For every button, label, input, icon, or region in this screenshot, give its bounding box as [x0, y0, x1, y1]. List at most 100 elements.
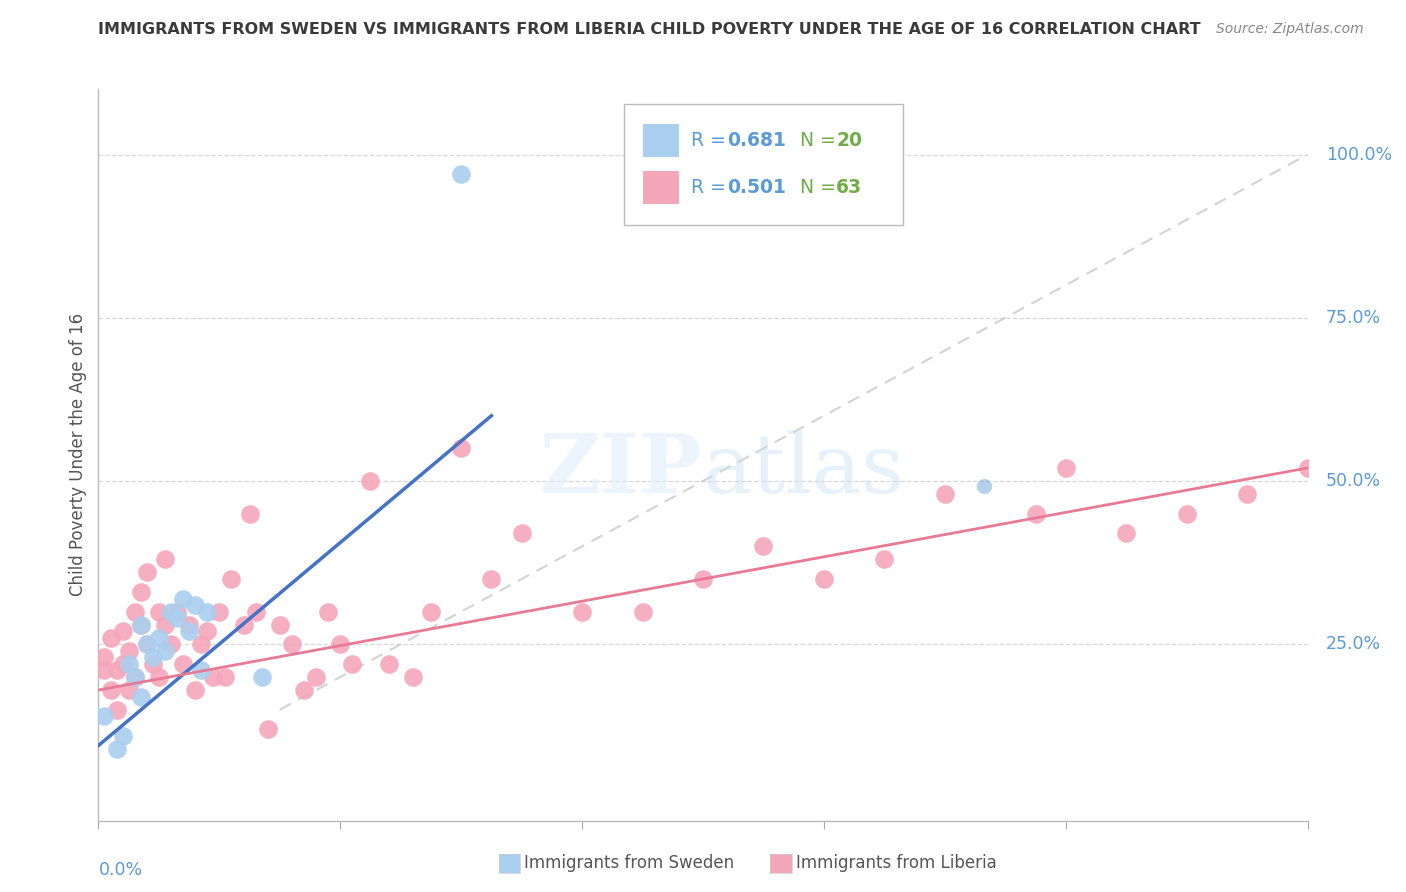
Text: ZIP: ZIP	[540, 430, 703, 509]
Point	[281, 637, 304, 651]
Point	[481, 572, 503, 586]
Point	[934, 487, 956, 501]
Point	[105, 703, 128, 717]
Point	[135, 566, 157, 580]
Text: 50.0%: 50.0%	[1326, 472, 1381, 490]
Text: 0.0%: 0.0%	[98, 861, 142, 879]
Point	[142, 657, 165, 671]
Bar	[643, 124, 679, 157]
Point	[184, 683, 207, 698]
Point	[450, 442, 472, 456]
Point	[402, 670, 425, 684]
Point	[118, 683, 141, 698]
Point	[153, 552, 176, 566]
Point	[166, 611, 188, 625]
Point	[148, 670, 170, 684]
Point	[208, 605, 231, 619]
Text: 20: 20	[837, 131, 862, 150]
Text: IMMIGRANTS FROM SWEDEN VS IMMIGRANTS FROM LIBERIA CHILD POVERTY UNDER THE AGE OF: IMMIGRANTS FROM SWEDEN VS IMMIGRANTS FRO…	[98, 22, 1201, 37]
Text: 0.501: 0.501	[727, 178, 786, 197]
Point	[111, 657, 134, 671]
Point	[1175, 507, 1198, 521]
Point	[124, 670, 146, 684]
Point	[190, 637, 212, 651]
Text: Source: ZipAtlas.com: Source: ZipAtlas.com	[1216, 22, 1364, 37]
Point	[172, 657, 194, 671]
Text: 63: 63	[837, 178, 862, 197]
Point	[305, 670, 328, 684]
Point	[160, 637, 183, 651]
Point	[93, 709, 115, 723]
Point	[450, 167, 472, 181]
Point	[692, 572, 714, 586]
Point	[239, 507, 262, 521]
Point	[316, 605, 339, 619]
Point	[571, 605, 593, 619]
Point	[177, 617, 201, 632]
Point	[111, 729, 134, 743]
Text: Immigrants from Sweden: Immigrants from Sweden	[524, 854, 734, 871]
Point	[269, 617, 291, 632]
Point	[135, 637, 157, 651]
Point	[166, 605, 188, 619]
Point	[129, 690, 152, 704]
Point	[221, 572, 243, 586]
Point	[135, 637, 157, 651]
Point	[105, 664, 128, 678]
Point	[1236, 487, 1258, 501]
Point	[184, 598, 207, 612]
Point	[232, 617, 254, 632]
Point	[190, 664, 212, 678]
Text: 75.0%: 75.0%	[1326, 309, 1381, 326]
Point	[129, 617, 152, 632]
Point	[214, 670, 236, 684]
Text: .: .	[969, 430, 998, 509]
Point	[631, 605, 654, 619]
Point	[100, 683, 122, 698]
Point	[195, 624, 218, 639]
Point	[160, 605, 183, 619]
Point	[100, 631, 122, 645]
Point	[111, 624, 134, 639]
Text: Immigrants from Liberia: Immigrants from Liberia	[796, 854, 997, 871]
Point	[873, 552, 896, 566]
Point	[105, 741, 128, 756]
Point	[342, 657, 364, 671]
Text: N =: N =	[800, 178, 842, 197]
Y-axis label: Child Poverty Under the Age of 16: Child Poverty Under the Age of 16	[69, 313, 87, 597]
Point	[148, 605, 170, 619]
Point	[93, 664, 115, 678]
Point	[360, 474, 382, 488]
Point	[1054, 461, 1077, 475]
Point	[245, 605, 267, 619]
Text: 100.0%: 100.0%	[1326, 145, 1392, 163]
Text: R =: R =	[690, 178, 731, 197]
Point	[1115, 526, 1137, 541]
Point	[292, 683, 315, 698]
FancyBboxPatch shape	[624, 103, 903, 225]
Text: R =: R =	[690, 131, 731, 150]
Point	[329, 637, 352, 651]
Point	[118, 644, 141, 658]
Bar	[643, 171, 679, 204]
Point	[148, 631, 170, 645]
Point	[510, 526, 533, 541]
Point	[142, 650, 165, 665]
Point	[1296, 461, 1319, 475]
Point	[177, 624, 201, 639]
Point	[752, 539, 775, 553]
Point	[377, 657, 399, 671]
Point	[419, 605, 441, 619]
Point	[813, 572, 835, 586]
Point	[118, 657, 141, 671]
Point	[153, 644, 176, 658]
Point	[250, 670, 273, 684]
Point	[124, 670, 146, 684]
Text: N =: N =	[800, 131, 842, 150]
Point	[124, 605, 146, 619]
Point	[202, 670, 225, 684]
Point	[129, 617, 152, 632]
Point	[172, 591, 194, 606]
Point	[256, 723, 278, 737]
Text: 25.0%: 25.0%	[1326, 635, 1381, 653]
